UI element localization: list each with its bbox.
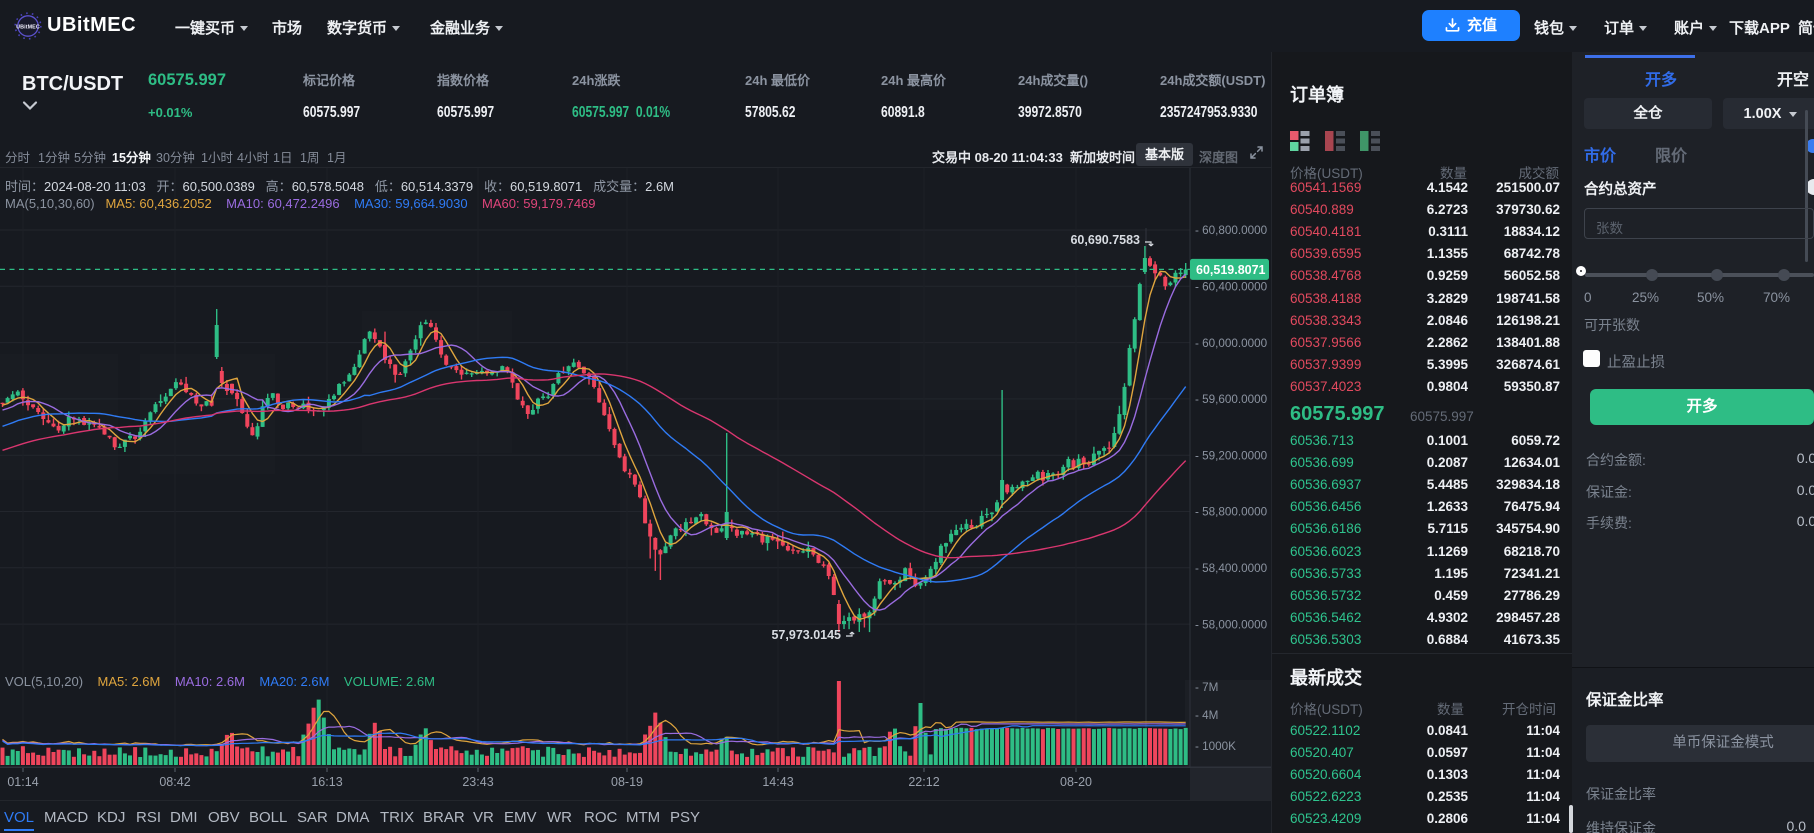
svg-text:- 58,400.0000: - 58,400.0000 [1195, 562, 1268, 575]
svg-text:23:43: 23:43 [462, 775, 493, 789]
svg-text:- 60,400.0000: - 60,400.0000 [1195, 281, 1268, 294]
svg-text:- 7M: - 7M [1195, 681, 1218, 694]
svg-text:16:13: 16:13 [311, 775, 342, 789]
svg-text:22:12: 22:12 [908, 775, 939, 789]
svg-text:- 4M: - 4M [1195, 709, 1218, 722]
svg-text:UBitMEC: UBitMEC [16, 24, 40, 30]
svg-text:08:42: 08:42 [159, 775, 190, 789]
svg-text:- 1000K: - 1000K [1195, 740, 1236, 753]
svg-text:- 60,000.0000: - 60,000.0000 [1195, 337, 1268, 350]
svg-text:57,973.0145: 57,973.0145 [771, 628, 841, 642]
svg-text:01:14: 01:14 [7, 775, 38, 789]
svg-text:08-20: 08-20 [1060, 775, 1092, 789]
svg-text:- 59,200.0000: - 59,200.0000 [1195, 449, 1268, 462]
svg-text:VOL(5,10,20) MA5: 2.6M M: VOL(5,10,20) MA5: 2.6M MA10: 2.6M MA20: … [5, 674, 435, 689]
svg-text:60,519.8071: 60,519.8071 [1196, 263, 1266, 277]
svg-text:- 58,800.0000: - 58,800.0000 [1195, 506, 1268, 519]
svg-text:- 59,600.0000: - 59,600.0000 [1195, 393, 1268, 406]
svg-text:14:43: 14:43 [762, 775, 793, 789]
svg-text:08-19: 08-19 [611, 775, 643, 789]
svg-text:- 58,000.0000: - 58,000.0000 [1195, 618, 1268, 631]
svg-text:60,690.7583: 60,690.7583 [1070, 233, 1140, 247]
svg-text:- 60,800.0000: - 60,800.0000 [1195, 224, 1268, 237]
